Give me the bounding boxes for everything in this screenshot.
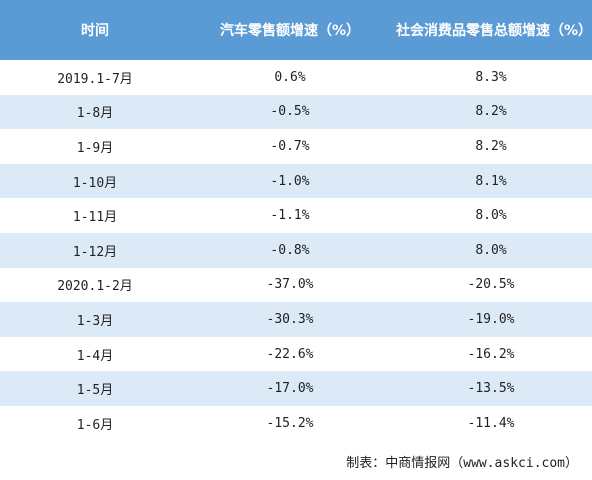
period-cell: 1-12月 xyxy=(0,232,190,268)
header-text: 时间 xyxy=(81,23,109,39)
value-cell: -0.8% xyxy=(190,232,390,268)
table-body: 2019.1-7月 0.6% 8.3% 1-8月 -0.5% 8.2% 1-9月 -0.7% 8… xyxy=(0,60,592,441)
period-cell: 2020.1-2月 xyxy=(57,279,133,295)
period-cell: 1-5月 xyxy=(0,371,190,406)
table-row: 1-12月 -0.8% 8.0% xyxy=(0,232,592,268)
table-row: 1-3月 -30.3% -19.0% xyxy=(0,302,592,337)
value-cell: -11.4% xyxy=(467,415,515,431)
header-cell: 时间 xyxy=(0,0,190,60)
table-row: 1-11月 -1.1% 8.0% xyxy=(0,198,592,233)
period-cell: 1-4月 xyxy=(76,348,114,364)
value-cell: 8.3% xyxy=(475,69,507,85)
value-cell: 8.0% xyxy=(475,208,507,224)
table-row: 2019.1-7月 0.6% 8.3% xyxy=(0,60,592,95)
value-cell: -37.0% xyxy=(266,277,314,293)
period-cell: 1-6月 xyxy=(76,417,114,433)
period-cell: 1-9月 xyxy=(76,140,114,156)
period-cell: 1-8月 xyxy=(0,94,190,130)
value-cell: 8.1% xyxy=(390,163,592,199)
header-cell: 汽车零售额增速（%） xyxy=(190,0,390,60)
value-cell: 8.2% xyxy=(475,138,507,154)
value-cell: 0.6% xyxy=(274,69,306,85)
table-header: 时间 汽车零售额增速（%） 社会消费品零售总额增速（%） xyxy=(0,0,592,60)
table-row: 1-4月 -22.6% -16.2% xyxy=(0,337,592,372)
value-cell: -16.2% xyxy=(467,346,515,362)
value-cell: -0.7% xyxy=(270,138,310,154)
value-cell: -19.0% xyxy=(390,302,592,337)
value-cell: -13.5% xyxy=(390,371,592,406)
header-row: 时间 汽车零售额增速（%） 社会消费品零售总额增速（%） xyxy=(0,0,592,60)
table-row: 1-5月 -17.0% -13.5% xyxy=(0,371,592,406)
table-row: 1-9月 -0.7% 8.2% xyxy=(0,129,592,164)
value-cell: -17.0% xyxy=(190,371,390,406)
data-table: 时间 汽车零售额增速（%） 社会消费品零售总额增速（%） 2019.1-7月 0.… xyxy=(0,0,592,441)
header-text: 汽车零售额增速（%） xyxy=(219,23,361,39)
header-cell: 社会消费品零售总额增速（%） xyxy=(390,0,592,60)
header-text: 社会消费品零售总额增速（%） xyxy=(396,23,592,39)
source-note: 制表：中商情报网（www.askci.com） xyxy=(346,456,578,471)
table-row: 1-6月 -15.2% -11.4% xyxy=(0,406,592,441)
value-cell: -0.5% xyxy=(190,94,390,130)
value-cell: -22.6% xyxy=(266,346,314,362)
table-row: 1-8月 -0.5% 8.2% xyxy=(0,94,592,130)
period-cell: 1-10月 xyxy=(0,163,190,199)
value-cell: -30.3% xyxy=(190,302,390,337)
period-cell: 2019.1-7月 xyxy=(57,71,133,87)
period-cell: 1-3月 xyxy=(0,302,190,337)
value-cell: -20.5% xyxy=(467,277,515,293)
value-cell: -1.1% xyxy=(270,208,310,224)
value-cell: -1.0% xyxy=(190,163,390,199)
value-cell: 8.0% xyxy=(390,232,592,268)
table-row: 2020.1-2月 -37.0% -20.5% xyxy=(0,268,592,303)
table-row: 1-10月 -1.0% 8.1% xyxy=(0,163,592,199)
value-cell: 8.2% xyxy=(390,94,592,130)
period-cell: 1-11月 xyxy=(72,210,118,226)
value-cell: -15.2% xyxy=(266,415,314,431)
